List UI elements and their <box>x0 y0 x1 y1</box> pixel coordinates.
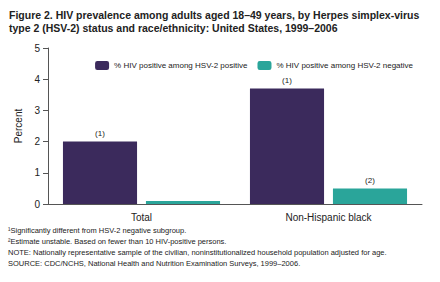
svg-text:(1): (1) <box>95 129 105 138</box>
svg-text:Percent: Percent <box>13 109 24 144</box>
svg-text:3: 3 <box>34 105 40 116</box>
svg-text:5: 5 <box>34 43 40 54</box>
svg-text:0: 0 <box>34 199 40 210</box>
svg-text:% HIV positive among HSV-2 pos: % HIV positive among HSV-2 positive <box>114 61 248 70</box>
svg-text:1: 1 <box>34 167 40 178</box>
svg-text:²Estimate unstable. Based on f: ²Estimate unstable. Based on fewer than … <box>8 237 226 246</box>
svg-text:SOURCE: CDC/NCHS, National Hea: SOURCE: CDC/NCHS, National Health and Nu… <box>8 259 300 268</box>
svg-text:Figure 2. HIV prevalence among: Figure 2. HIV prevalence among adults ag… <box>9 9 422 21</box>
svg-text:Non-Hispanic black: Non-Hispanic black <box>285 212 372 223</box>
svg-text:% HIV positive among HSV-2 neg: % HIV positive among HSV-2 negative <box>276 61 413 70</box>
svg-text:2: 2 <box>34 136 40 147</box>
svg-text:Total: Total <box>131 212 152 223</box>
svg-text:type 2 (HSV-2) status and race: type 2 (HSV-2) status and race/ethnicity… <box>9 22 338 34</box>
svg-text:NOTE: Nationally representativ: NOTE: Nationally representative sample o… <box>8 248 387 257</box>
svg-text:(2): (2) <box>365 176 375 185</box>
svg-text:4: 4 <box>34 74 40 85</box>
svg-text:(1): (1) <box>282 76 292 85</box>
svg-text:¹Significantly different from: ¹Significantly different from HSV-2 nega… <box>8 226 186 235</box>
